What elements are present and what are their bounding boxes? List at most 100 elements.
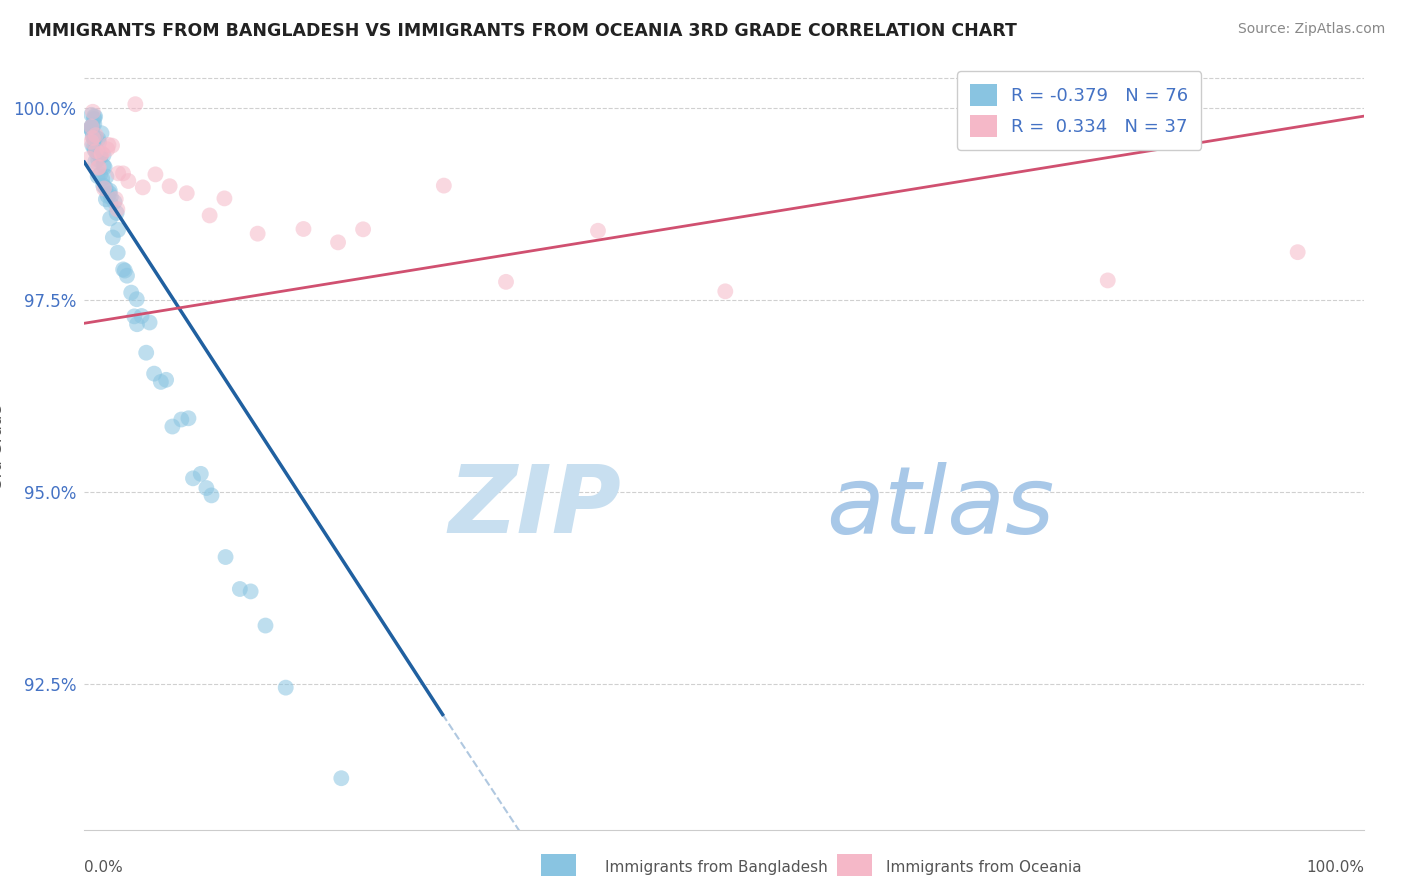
Point: [100, 196, 122, 211]
Text: Immigrants from Oceania: Immigrants from Oceania: [886, 860, 1081, 874]
Legend: R = -0.379   N = 76, R =  0.334   N = 37: R = -0.379 N = 76, R = 0.334 N = 37: [957, 71, 1201, 150]
Text: IMMIGRANTS FROM BANGLADESH VS IMMIGRANTS FROM OCEANIA 3RD GRADE CORRELATION CHAR: IMMIGRANTS FROM BANGLADESH VS IMMIGRANTS…: [28, 22, 1017, 40]
Point: [124, 310, 146, 324]
Point: [82, 104, 104, 119]
Point: [138, 316, 160, 330]
Point: [101, 230, 124, 244]
Text: Source: ZipAtlas.com: Source: ZipAtlas.com: [1237, 22, 1385, 37]
Point: [90, 149, 112, 163]
Text: ZIP: ZIP: [449, 461, 621, 553]
Point: [190, 467, 212, 481]
Text: 0.0%: 0.0%: [84, 860, 124, 875]
Point: [93, 160, 115, 174]
Point: [107, 223, 129, 237]
Point: [80, 120, 103, 134]
Point: [83, 143, 105, 157]
Y-axis label: 3rd Grade: 3rd Grade: [0, 404, 6, 488]
Point: [181, 471, 204, 485]
Point: [246, 227, 269, 241]
Point: [124, 97, 146, 112]
Point: [254, 618, 277, 632]
Point: [87, 169, 110, 184]
Point: [82, 118, 104, 132]
Point: [132, 180, 155, 194]
Point: [98, 211, 121, 226]
Point: [91, 178, 114, 193]
Point: [98, 186, 121, 201]
Point: [112, 166, 135, 180]
Point: [89, 168, 111, 182]
Point: [155, 373, 177, 387]
Text: Immigrants from Bangladesh: Immigrants from Bangladesh: [605, 860, 827, 874]
Point: [87, 136, 110, 150]
Point: [84, 154, 107, 169]
Point: [77, 152, 100, 166]
Point: [83, 139, 105, 153]
Point: [112, 262, 135, 277]
Point: [83, 117, 105, 131]
Point: [176, 186, 198, 201]
Point: [94, 181, 117, 195]
Point: [87, 132, 110, 146]
Point: [97, 189, 120, 203]
Point: [177, 411, 200, 425]
Point: [80, 120, 103, 135]
Point: [103, 194, 125, 209]
Point: [84, 110, 107, 124]
Point: [229, 582, 252, 596]
Point: [195, 481, 218, 495]
Point: [90, 147, 112, 161]
Point: [89, 146, 111, 161]
Point: [80, 123, 103, 137]
Point: [104, 192, 127, 206]
Point: [84, 133, 107, 147]
Point: [84, 128, 107, 143]
Point: [80, 108, 103, 122]
Point: [97, 137, 120, 152]
Point: [80, 135, 103, 149]
Point: [82, 138, 104, 153]
Point: [90, 146, 112, 161]
Point: [214, 549, 236, 564]
Point: [198, 209, 221, 223]
Point: [330, 771, 353, 785]
Point: [105, 202, 128, 217]
Point: [117, 174, 139, 188]
Point: [120, 285, 142, 300]
Point: [159, 179, 181, 194]
Point: [145, 168, 167, 182]
Point: [93, 181, 115, 195]
Point: [586, 224, 609, 238]
Point: [714, 285, 737, 299]
Point: [87, 160, 110, 174]
Point: [326, 235, 349, 250]
Point: [83, 110, 105, 124]
Point: [162, 419, 184, 434]
Point: [94, 192, 117, 206]
Point: [98, 184, 121, 198]
Point: [214, 191, 236, 205]
Point: [143, 367, 166, 381]
Point: [274, 681, 297, 695]
Point: [93, 148, 115, 162]
Point: [84, 144, 107, 158]
Point: [200, 488, 222, 502]
Point: [91, 171, 114, 186]
Point: [100, 189, 122, 203]
Point: [84, 130, 107, 145]
Point: [149, 375, 172, 389]
Point: [1097, 273, 1119, 287]
Text: 100.0%: 100.0%: [1306, 860, 1364, 875]
Point: [83, 132, 105, 146]
Point: [125, 317, 148, 331]
Point: [82, 129, 104, 144]
Point: [495, 275, 517, 289]
Point: [239, 584, 262, 599]
Point: [96, 169, 118, 184]
Point: [115, 268, 138, 283]
Point: [86, 144, 108, 158]
Point: [170, 412, 193, 426]
Text: atlas: atlas: [827, 462, 1054, 553]
Point: [79, 121, 101, 136]
Point: [1286, 245, 1309, 260]
